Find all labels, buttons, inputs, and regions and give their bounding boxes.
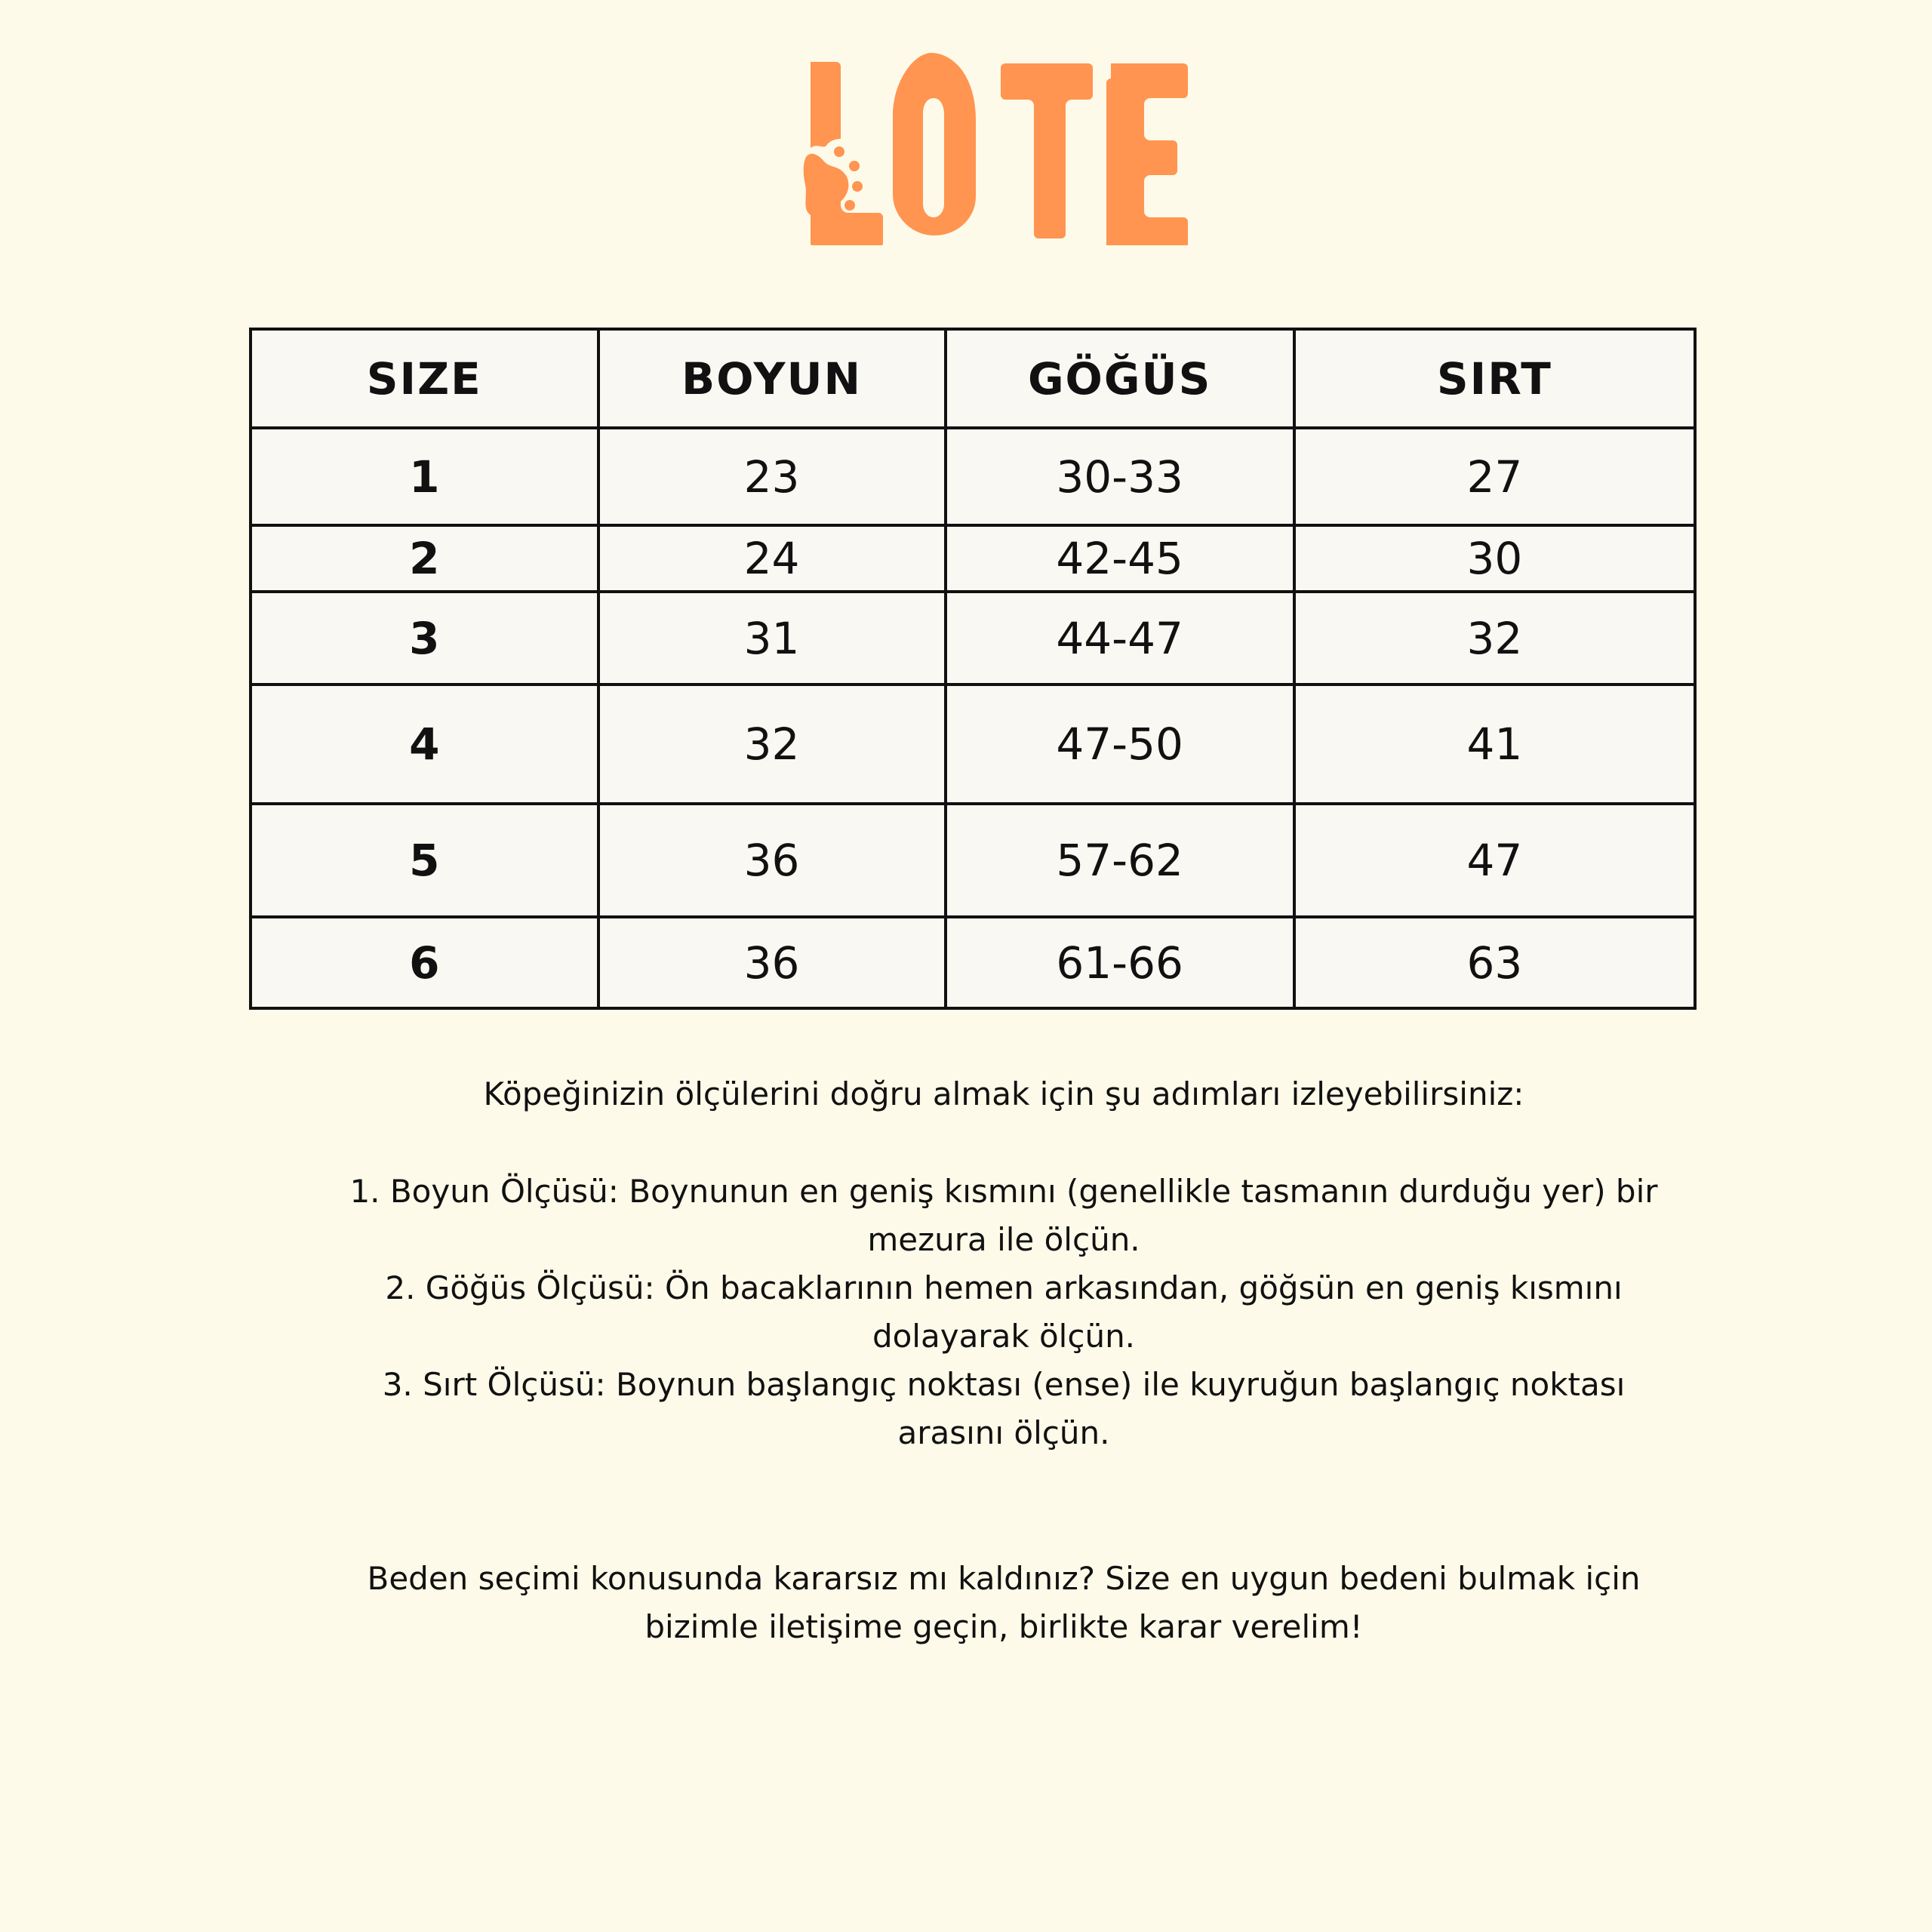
cell-size: 1 [249,426,600,527]
table-row: 1 23 30-33 27 [249,426,1697,527]
paw-icon [803,146,863,218]
instructions-outro: Beden seçimi konusunda kararsız mı kaldı… [367,1560,1641,1645]
table-row: 6 36 61-66 63 [249,915,1697,1010]
header-size: SIZE [249,328,600,429]
step-chest: 2. Göğüs Ölçüsü: Ön bacaklarının hemen a… [385,1269,1623,1355]
cell-gogus: 30-33 [943,426,1296,527]
cell-size: 5 [249,802,600,918]
cell-boyun: 23 [596,426,947,527]
table-row: 3 31 44-47 32 [249,590,1697,686]
cell-boyun: 31 [596,590,947,686]
cell-gogus: 42-45 [943,524,1296,593]
cell-sirt: 27 [1292,426,1697,527]
cell-boyun: 32 [596,683,947,805]
cell-gogus: 44-47 [943,590,1296,686]
instructions-intro: Köpeğinizin ölçülerini doğru almak için … [483,1075,1524,1112]
cell-size: 4 [249,683,600,805]
cell-sirt: 47 [1292,802,1697,918]
cell-size: 6 [249,915,600,1010]
cell-boyun: 36 [596,915,947,1010]
table-row: 4 32 47-50 41 [249,683,1697,805]
cell-size: 2 [249,524,600,593]
cell-sirt: 32 [1292,590,1697,686]
cell-sirt: 30 [1292,524,1697,593]
table-header-row: SIZE BOYUN GÖĞÜS SIRT [249,328,1697,429]
cell-boyun: 24 [596,524,947,593]
cell-boyun: 36 [596,802,947,918]
cell-gogus: 47-50 [943,683,1296,805]
brand-logo [803,53,1188,245]
table-row: 5 36 57-62 47 [249,802,1697,918]
cell-sirt: 41 [1292,683,1697,805]
size-table: SIZE BOYUN GÖĞÜS SIRT 1 23 30-33 27 2 24 42-45… [249,328,1697,1010]
cell-sirt: 63 [1292,915,1697,1010]
cell-gogus: 57-62 [943,802,1296,918]
step-back: 3. Sırt Ölçüsü: Boynun başlangıç noktası… [382,1366,1626,1451]
header-sirt: SIRT [1292,328,1697,429]
step-neck: 1. Boyun Ölçüsü: Boynunun en geniş kısmı… [349,1173,1658,1258]
header-boyun: BOYUN [596,328,947,429]
cell-size: 3 [249,590,600,686]
cell-gogus: 61-66 [943,915,1296,1010]
header-gogus: GÖĞÜS [943,328,1296,429]
instructions-steps: 1. Boyun Ölçüsü: Boynunun en geniş kısmı… [325,1168,1683,1457]
table-row: 2 24 42-45 30 [249,524,1697,593]
